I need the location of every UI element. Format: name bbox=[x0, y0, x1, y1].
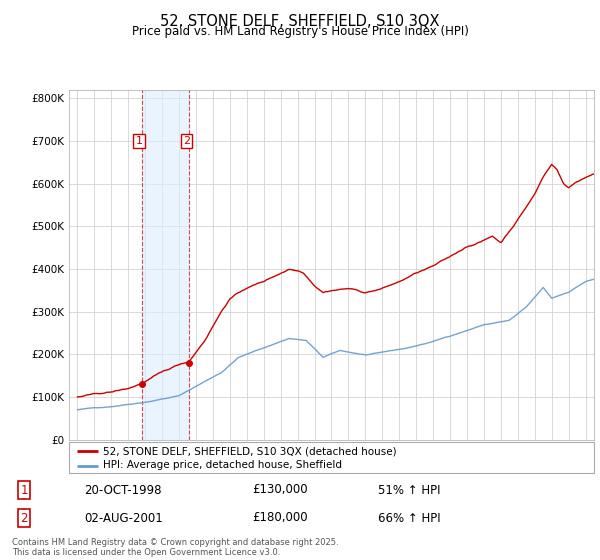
Text: 2: 2 bbox=[183, 136, 190, 146]
Text: 20-OCT-1998: 20-OCT-1998 bbox=[84, 483, 161, 497]
Text: 2: 2 bbox=[20, 511, 28, 525]
Bar bbox=[142, 90, 189, 440]
Text: 1: 1 bbox=[20, 483, 28, 497]
Text: 66% ↑ HPI: 66% ↑ HPI bbox=[378, 511, 440, 525]
Text: 02-AUG-2001: 02-AUG-2001 bbox=[84, 511, 163, 525]
Text: HPI: Average price, detached house, Sheffield: HPI: Average price, detached house, Shef… bbox=[103, 460, 342, 470]
Text: Price paid vs. HM Land Registry's House Price Index (HPI): Price paid vs. HM Land Registry's House … bbox=[131, 25, 469, 38]
Text: £180,000: £180,000 bbox=[252, 511, 308, 525]
Text: 52, STONE DELF, SHEFFIELD, S10 3QX (detached house): 52, STONE DELF, SHEFFIELD, S10 3QX (deta… bbox=[103, 446, 397, 456]
Text: 51% ↑ HPI: 51% ↑ HPI bbox=[378, 483, 440, 497]
Text: 52, STONE DELF, SHEFFIELD, S10 3QX: 52, STONE DELF, SHEFFIELD, S10 3QX bbox=[160, 14, 440, 29]
Text: £130,000: £130,000 bbox=[252, 483, 308, 497]
Text: 1: 1 bbox=[136, 136, 143, 146]
Text: Contains HM Land Registry data © Crown copyright and database right 2025.
This d: Contains HM Land Registry data © Crown c… bbox=[12, 538, 338, 557]
